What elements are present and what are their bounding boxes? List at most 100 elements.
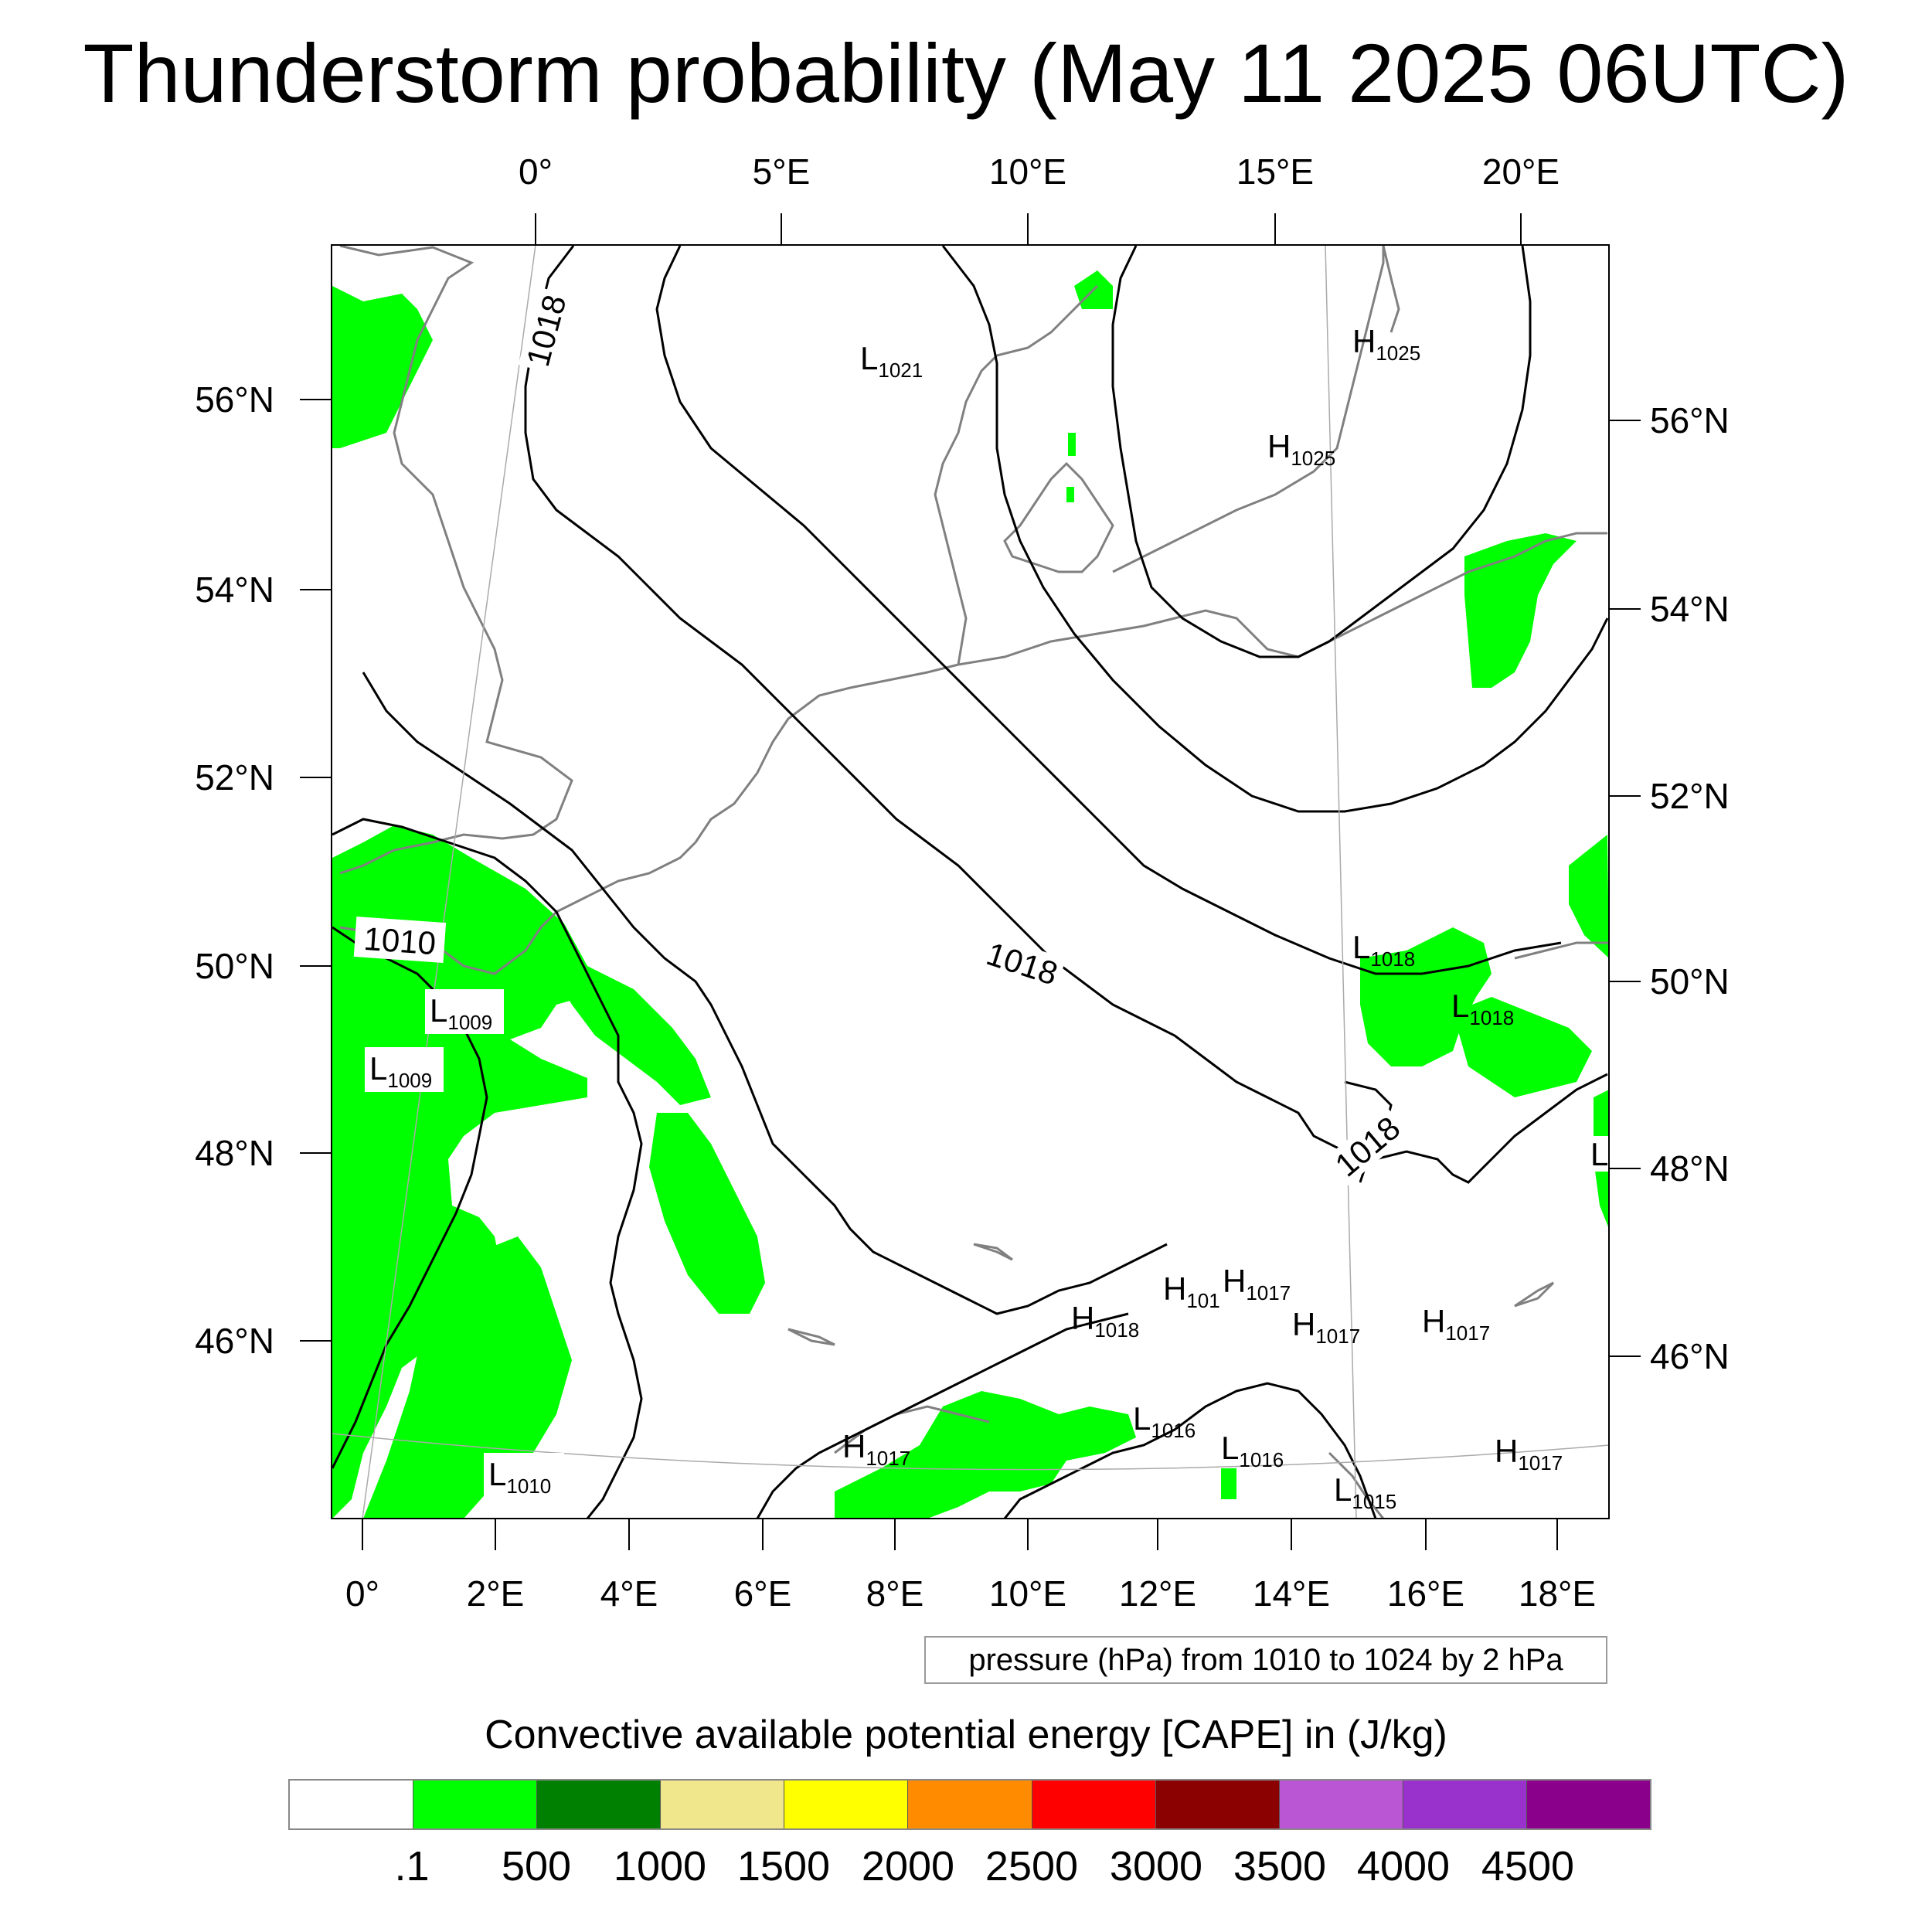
coast-sweden-east [1382,245,1400,333]
tick-label-right: 52°N [1650,776,1730,816]
tick-label-left: 48°N [195,1133,274,1173]
tick-label-top: 0° [519,151,553,192]
bottom-axis: 0° 2°E 4°E 6°E 8°E 10°E 12°E 14°E 16°E 1… [345,1573,1596,1614]
cape-area-south-france [363,1236,572,1519]
isobar-1012 [332,926,488,1469]
colorbar-swatch-7 [1155,1781,1280,1828]
cape-area-east-edge [1569,835,1609,958]
pressure-center-label: H101 [1163,1270,1220,1312]
cape-area-poland [1464,533,1577,688]
colorbar-label: 1500 [736,1843,831,1889]
tick-label-right: 46°N [1650,1336,1730,1376]
cape-area-denmark-dot [1068,433,1076,456]
pressure-center-label: L1021 [860,340,923,382]
isobar-1024-ring [1111,245,1532,658]
colorbar-label: 2500 [985,1843,1079,1889]
cape-area-west-large [332,825,587,1519]
pressure-center-label: L1016 [1133,1400,1196,1442]
tick-label-bottom: 4°E [600,1573,658,1614]
tick-label-right: 56°N [1650,400,1730,440]
cape-area-austria [1453,997,1592,1097]
colorbar-label: 1000 [613,1843,707,1889]
right-axis: 56°N 54°N 52°N 50°N 48°N 46°N [1650,400,1730,1376]
tick-label-bottom: 10°E [989,1573,1066,1614]
pressure-center-label: H1025 [1352,323,1420,365]
map-title: Thunderstorm probability (May 11 2025 06… [83,26,1849,120]
tick-label-left: 52°N [195,757,274,798]
isobar-label: 1010 [362,920,437,961]
coast-east-europe [1514,941,1609,960]
pressure-center-label: H1017 [1422,1303,1490,1345]
cape-areas [332,270,1609,1519]
tick-label-top: 20°E [1482,151,1560,192]
pressure-center-label: L [1590,1136,1608,1172]
tick-label-bottom: 0° [345,1573,379,1614]
pressure-center-label: L1015 [1334,1471,1396,1513]
contour-info-box: pressure (hPa) from 1010 to 1024 by 2 hP… [924,1636,1607,1684]
coast-geneva [787,1328,835,1346]
colorbar-swatch-5 [908,1781,1032,1828]
coast-baltic-south [957,532,1607,666]
isobar-1014 [332,818,643,1519]
cape-area-sweden-dot [1066,487,1074,502]
colorbar-labels: .1 500 1000 1500 2000 2500 3000 3500 400… [0,1839,1932,1893]
tick-label-bottom: 12°E [1119,1573,1196,1614]
tick-label-left: 46°N [195,1321,274,1361]
coast-alpine-lakes [973,1243,1013,1261]
colorbar-label: 4500 [1481,1843,1575,1889]
coast-britain [339,245,573,875]
tick-label-bottom: 8°E [866,1573,924,1614]
pressure-centers: L1021 H1025 H1025 L1009 L1009 L1018 L101… [365,323,1608,1513]
isobar-label: 1018 [982,935,1062,992]
colorbar-swatch-1 [413,1781,538,1828]
coast-adriatic-east [1328,1451,1385,1519]
colorbar-swatch-6 [1032,1781,1156,1828]
left-axis: 56°N 54°N 52°N 50°N 48°N 46°N [195,379,274,1361]
tick-label-bottom: 2°E [467,1573,525,1614]
tick-label-bottom: 18°E [1519,1573,1596,1614]
tick-marks [300,213,1641,1550]
cape-area-norway-coast [332,286,433,448]
colorbar-title: Convective available potential energy [C… [485,1713,1447,1757]
cape-area-germany-sw [649,1113,765,1314]
pressure-center-label: L1018 [1352,929,1415,971]
colorbar-label: 3000 [1109,1843,1203,1889]
cape-area-alps [835,1391,1136,1519]
graticule [331,244,1610,1519]
colorbar-swatch-2 [537,1781,662,1828]
tick-label-right: 50°N [1650,961,1730,1002]
colorbar-swatch-9 [1403,1781,1527,1828]
tick-label-left: 56°N [195,379,274,420]
colorbar-swatch-10 [1526,1781,1651,1828]
coast-low-countries [694,663,959,843]
colorbar-label: 500 [501,1843,572,1889]
tick-label-top: 5°E [753,151,811,192]
cape-area-croatia [1221,1468,1236,1499]
pressure-center-label: H1017 [1495,1433,1563,1475]
isobar-1022-ring [941,245,1609,813]
isobar-1016-south [1003,1382,1377,1519]
colorbar-label: 2000 [861,1843,955,1889]
pressure-center-label: L1018 [1451,988,1514,1029]
isobar-1020 [655,245,1562,975]
colorbar-label: 4000 [1356,1843,1451,1889]
tick-label-bottom: 14°E [1253,1573,1330,1614]
tick-label-right: 48°N [1650,1148,1730,1189]
pressure-center-label: L1009 [430,992,492,1034]
isobar-labels: 1018 1010 1018 1018 [353,287,1410,1186]
isobar-1018-west [524,245,1608,1184]
coast-denmark [1003,461,1114,573]
pressure-center-label: L1016 [1221,1430,1284,1471]
tick-label-top: 15°E [1236,151,1314,192]
pressure-center-label: H1017 [842,1428,910,1470]
colorbar-label: 3500 [1233,1843,1327,1889]
colorbar-swatch-3 [661,1781,785,1828]
coast-sweden-south [1112,246,1385,573]
pressure-center-label: L1010 [488,1456,551,1498]
colorbar-swatch-4 [784,1781,909,1828]
pressure-center-label: H1017 [1223,1263,1291,1304]
tick-label-bottom: 6°E [734,1573,792,1614]
pressure-center-label: H1018 [1071,1300,1139,1342]
colorbar-swatch-0 [290,1781,414,1828]
